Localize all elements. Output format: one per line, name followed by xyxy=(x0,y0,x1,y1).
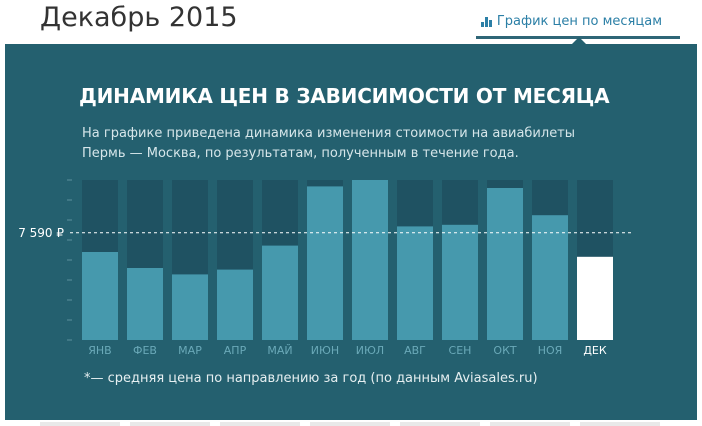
month-label: ФЕВ xyxy=(133,344,157,357)
bar-2[interactable] xyxy=(127,268,163,340)
bar-7[interactable] xyxy=(352,180,388,340)
month-label: ИЮЛ xyxy=(356,344,384,357)
monthly-chart-link-label: График цен по месяцам xyxy=(496,14,662,29)
bar-4[interactable] xyxy=(217,269,253,340)
panel-description-line-1: На графике приведена динамика изменения … xyxy=(82,126,576,141)
panel-description: На графике приведена динамика изменения … xyxy=(82,124,602,164)
bar-6[interactable] xyxy=(307,186,343,340)
bar-8[interactable] xyxy=(397,226,433,340)
chart-footnote: *— средняя цена по направлению за год (п… xyxy=(84,371,538,386)
bar-12[interactable] xyxy=(577,256,613,340)
bar-1[interactable] xyxy=(82,252,118,340)
below-panel-strip xyxy=(0,420,702,426)
bar-3[interactable] xyxy=(172,274,208,340)
month-label: ОКТ xyxy=(493,344,516,357)
bar-5[interactable] xyxy=(262,245,298,340)
month-label: АПР xyxy=(224,344,247,357)
month-label: МАР xyxy=(178,344,202,357)
bar-11[interactable] xyxy=(532,215,568,340)
month-label: ДЕК xyxy=(583,344,607,357)
month-label: СЕН xyxy=(449,344,472,357)
panel-title: ДИНАМИКА ЦЕН В ЗАВИСИМОСТИ ОТ МЕСЯЦА xyxy=(79,84,610,108)
bar-10[interactable] xyxy=(487,188,523,340)
month-label: ИЮН xyxy=(311,344,339,357)
panel-pointer xyxy=(571,37,587,45)
panel-description-line-2: Пермь — Москва, по результатам, полученн… xyxy=(82,146,519,161)
page-title: Декабрь 2015 xyxy=(40,2,238,33)
month-label: МАЙ xyxy=(267,344,292,357)
monthly-chart-link[interactable]: График цен по месяцам xyxy=(480,14,662,29)
month-label: НОЯ xyxy=(538,344,563,357)
average-price-label: 7 590 ₽ xyxy=(18,226,64,240)
month-label: ЯНВ xyxy=(88,344,111,357)
bar-chart-icon xyxy=(480,16,492,27)
bar-9[interactable] xyxy=(442,224,478,340)
month-label: АВГ xyxy=(404,344,426,357)
